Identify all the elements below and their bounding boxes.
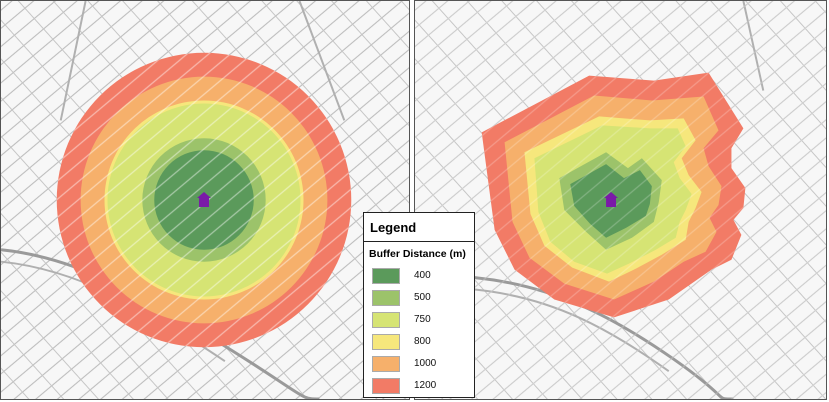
map-right-canvas (415, 1, 826, 399)
house-icon (197, 192, 211, 207)
legend-swatch (372, 378, 400, 394)
legend-swatch (372, 290, 400, 306)
legend-title-box: Legend (363, 212, 475, 242)
legend-label: 1200 (414, 380, 437, 391)
legend-swatch (372, 334, 400, 350)
legend-label: 500 (414, 292, 431, 303)
legend-swatch (372, 312, 400, 328)
map-euclidean-buffer (0, 0, 410, 400)
legend-label: 1000 (414, 358, 437, 369)
house-icon (604, 192, 619, 207)
map-left-canvas (1, 1, 409, 399)
legend-label: 750 (414, 314, 431, 325)
legend-label: 800 (414, 336, 431, 347)
legend-swatch (372, 356, 400, 372)
legend: Buffer Distance (m) 400 500 750 800 1000… (363, 242, 475, 398)
legend-subtitle: Buffer Distance (m) (369, 248, 466, 260)
legend-label: 400 (414, 270, 431, 281)
map-network-buffer (414, 0, 827, 400)
legend-swatch (372, 268, 400, 284)
legend-title: Legend (370, 220, 417, 235)
